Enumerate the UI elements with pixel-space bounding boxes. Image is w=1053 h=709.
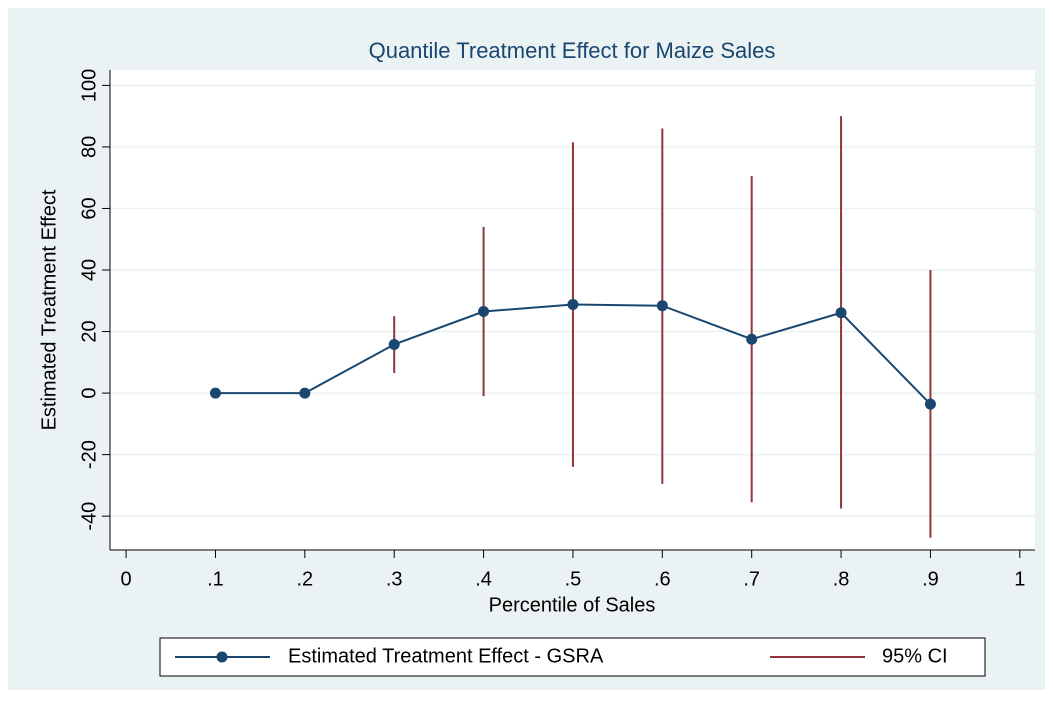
x-tick-label: .5 — [565, 568, 582, 590]
point — [299, 387, 311, 399]
y-tick-label: 80 — [78, 136, 100, 158]
x-tick-label: .3 — [386, 568, 403, 590]
y-tick-label: -20 — [78, 440, 100, 469]
y-tick-label: 60 — [78, 197, 100, 219]
x-axis-label: Percentile of Sales — [489, 594, 656, 616]
y-tick-label: 0 — [78, 388, 100, 399]
x-tick-label: 1 — [1014, 568, 1025, 590]
point — [478, 306, 490, 318]
y-tick-label: 20 — [78, 320, 100, 342]
x-tick-label: 0 — [121, 568, 132, 590]
chart-title: Quantile Treatment Effect for Maize Sale… — [369, 38, 776, 63]
x-tick-label: .2 — [296, 568, 313, 590]
point — [567, 298, 579, 310]
point — [746, 333, 758, 345]
legend-label: Estimated Treatment Effect - GSRA — [288, 645, 604, 667]
point — [209, 387, 221, 399]
point — [835, 307, 847, 319]
legend-marker — [216, 651, 228, 663]
y-tick-label: 40 — [78, 259, 100, 281]
point — [924, 398, 936, 410]
x-tick-label: .1 — [207, 568, 224, 590]
y-tick-label: -40 — [78, 502, 100, 531]
x-tick-label: .8 — [833, 568, 850, 590]
x-tick-label: .4 — [475, 568, 492, 590]
point — [656, 300, 668, 312]
y-tick-label: 100 — [78, 69, 100, 102]
legend-label: 95% CI — [882, 645, 948, 667]
x-tick-label: .9 — [922, 568, 939, 590]
x-tick-label: .6 — [654, 568, 671, 590]
y-axis-label: Estimated Treatment Effect — [38, 189, 60, 430]
x-tick-label: .7 — [743, 568, 760, 590]
point — [388, 338, 400, 350]
